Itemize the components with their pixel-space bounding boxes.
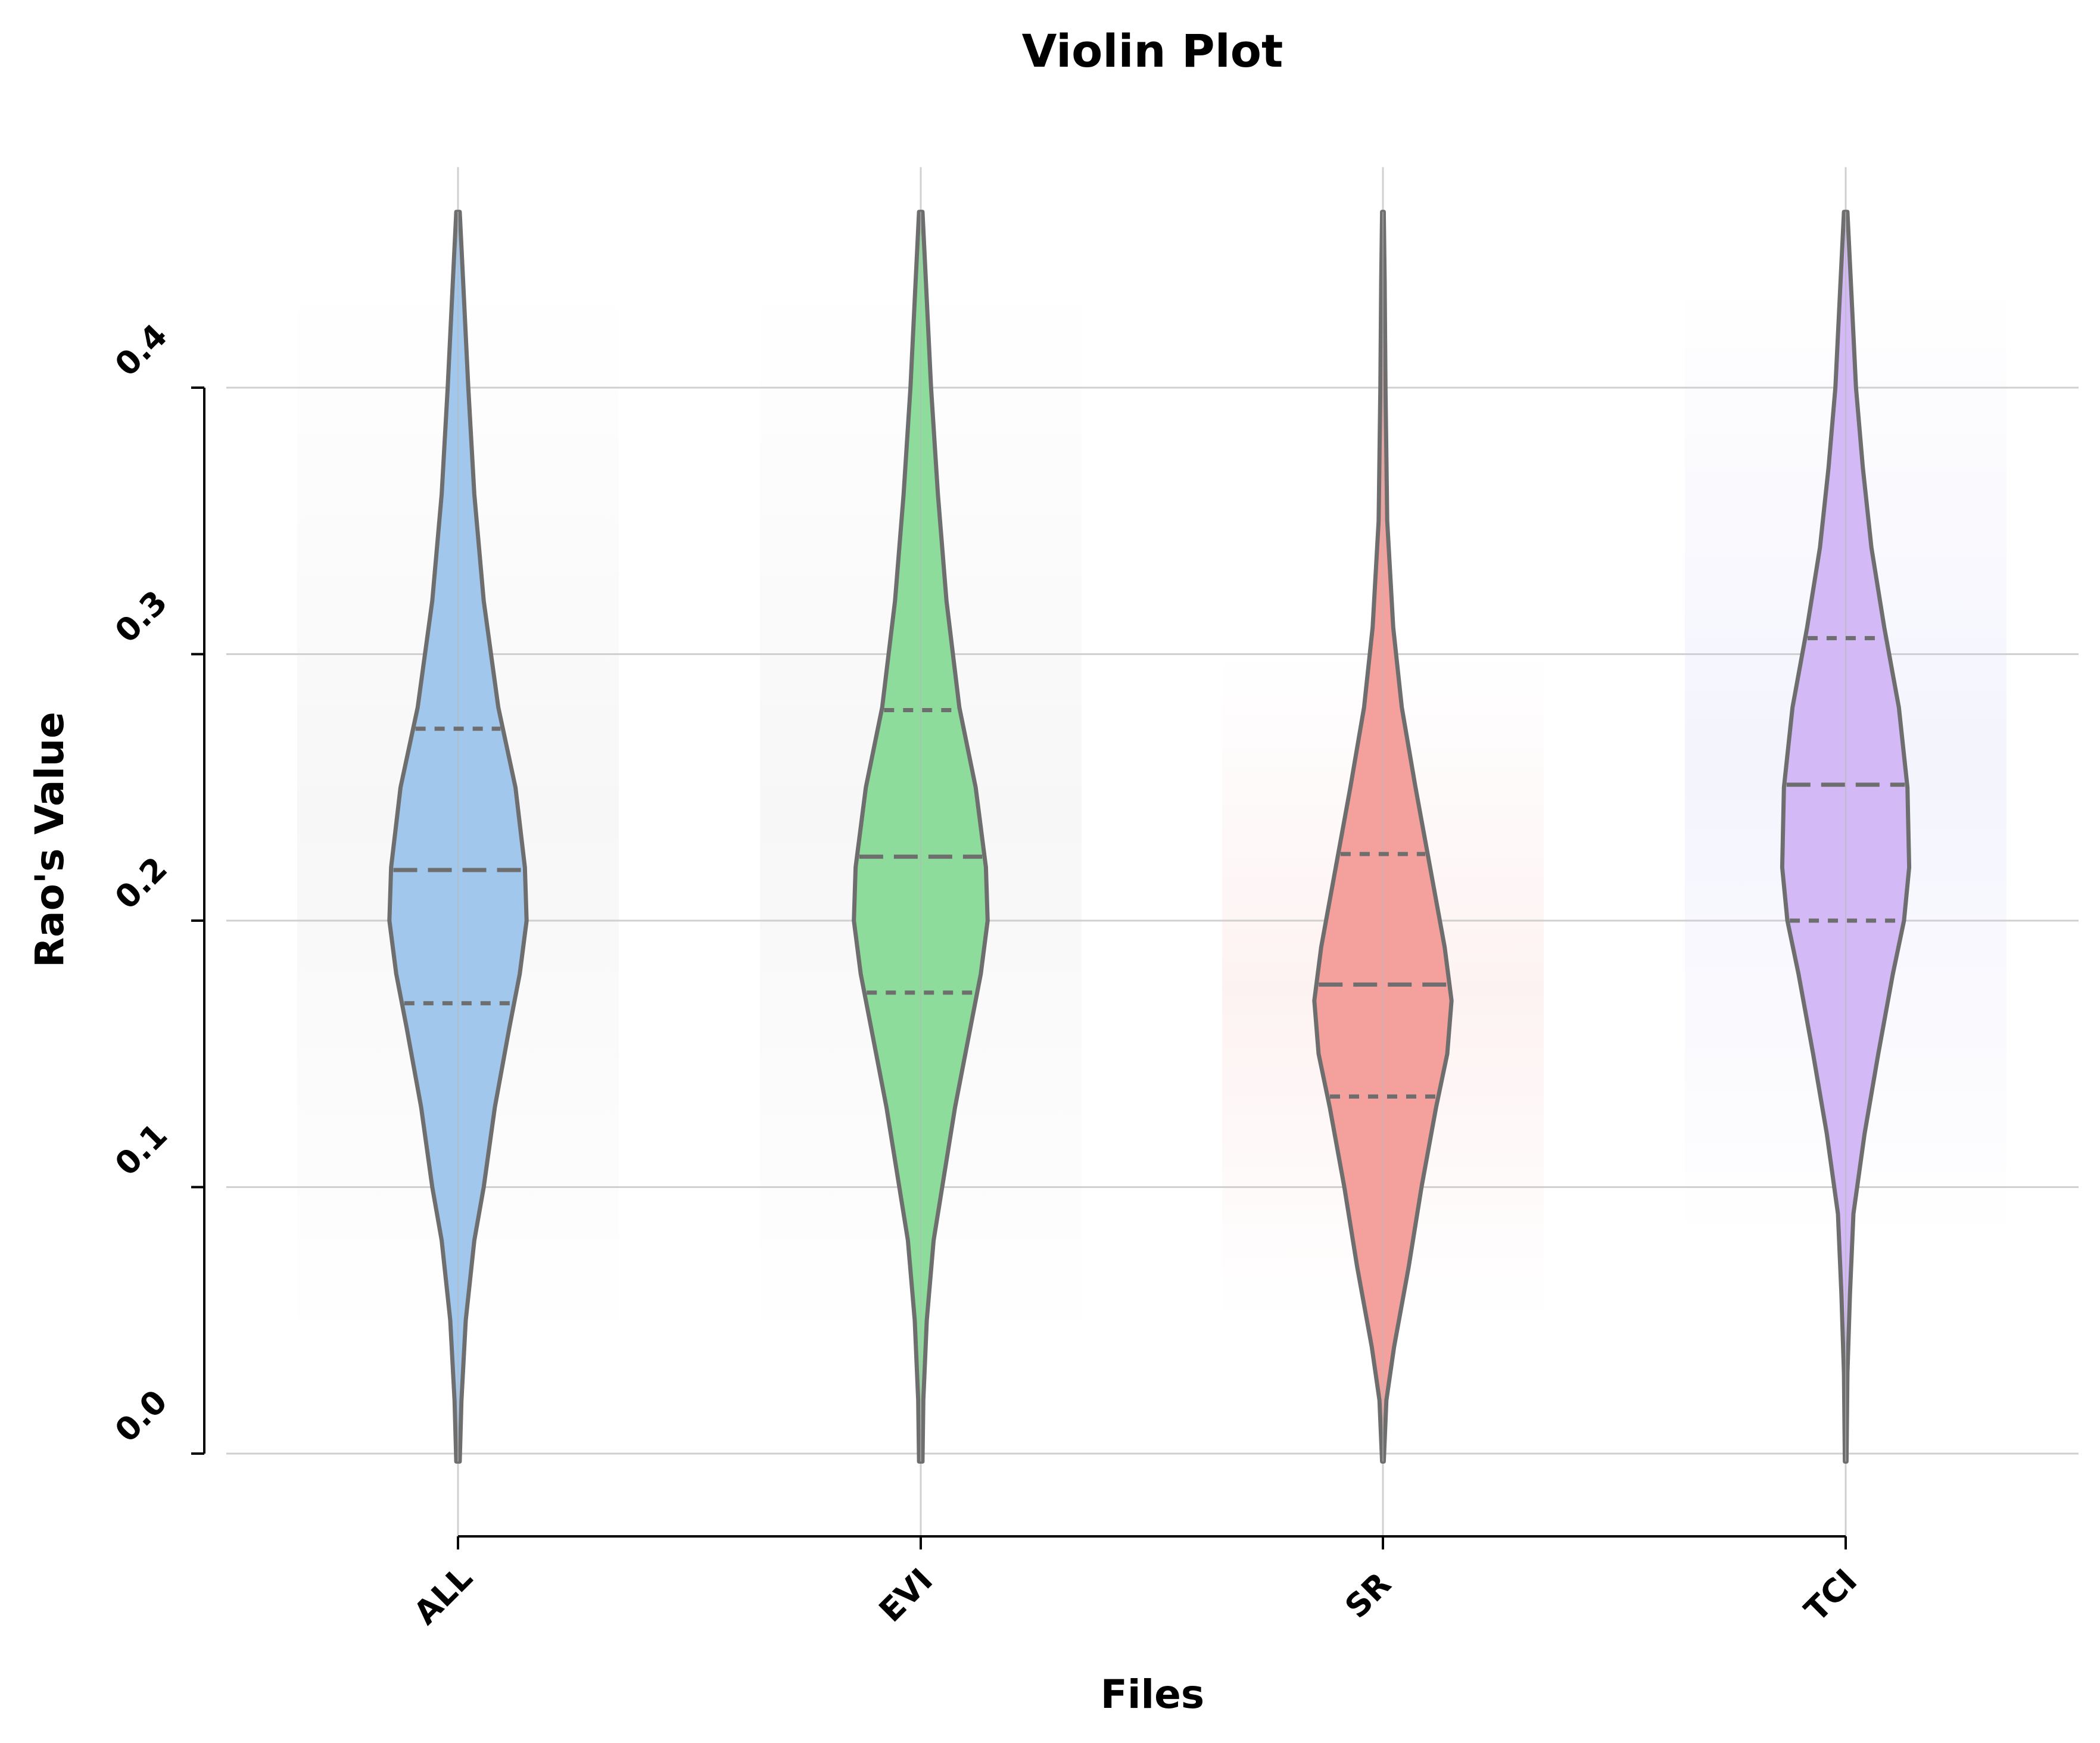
y-tick-label-0.1: 0.1 (108, 1116, 175, 1183)
y-axis-label: Rao's Value (27, 712, 73, 968)
x-axis-label: Files (1101, 1672, 1204, 1717)
violin-evi (852, 210, 990, 1464)
violin-sr (1312, 210, 1454, 1464)
x-tick-label-all: ALL (407, 1559, 480, 1632)
y-tick-label-0.4: 0.4 (108, 317, 175, 383)
violins (387, 210, 1912, 1464)
y-tick-label-0.0: 0.0 (108, 1383, 175, 1449)
y-tick-label-0.2: 0.2 (108, 850, 175, 916)
chart-title: Violin Plot (1022, 24, 1283, 77)
x-tick-label-sr: SR (1338, 1565, 1398, 1625)
y-tick-label-0.3: 0.3 (108, 583, 175, 650)
x-tick-label-evi: EVI (872, 1561, 940, 1629)
violin-tci (1780, 210, 1912, 1464)
violin-all (387, 210, 529, 1464)
x-tick-label-tci: TCI (1797, 1562, 1865, 1629)
